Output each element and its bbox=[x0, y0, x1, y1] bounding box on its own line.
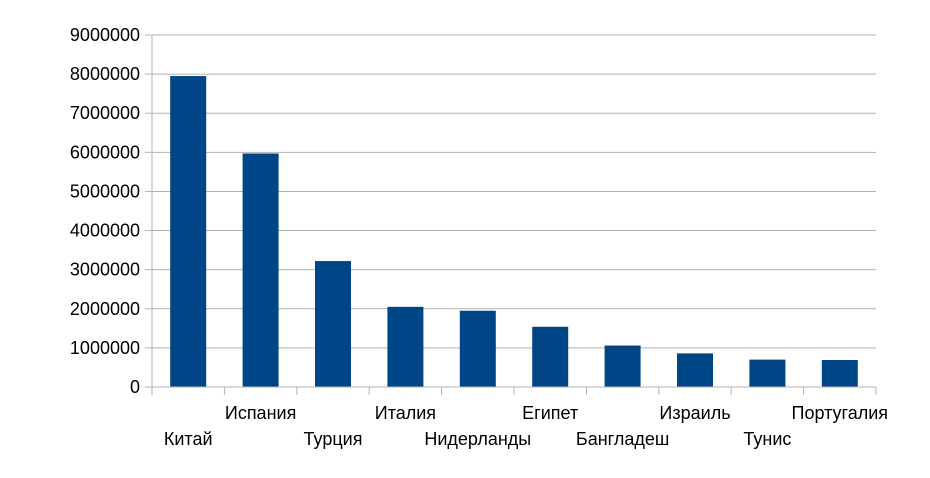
x-tick-label: Бангладеш bbox=[576, 429, 669, 449]
x-tick-label: Тунис bbox=[743, 429, 791, 449]
bar-8 bbox=[749, 359, 786, 387]
bars bbox=[170, 76, 858, 388]
y-tick-label: 0 bbox=[130, 377, 140, 397]
y-tick-label: 5000000 bbox=[70, 181, 140, 201]
bar-3 bbox=[387, 306, 424, 387]
y-tick-label: 3000000 bbox=[70, 260, 140, 280]
x-tick-label: Португалия bbox=[792, 403, 889, 423]
bar-6 bbox=[604, 345, 641, 387]
bar-0 bbox=[170, 76, 207, 388]
x-tick-label: Нидерланды bbox=[424, 429, 531, 449]
x-tick-label: Италия bbox=[375, 403, 436, 423]
y-tick-label: 2000000 bbox=[70, 299, 140, 319]
x-tick-label: Израиль bbox=[659, 403, 730, 423]
bar-7 bbox=[677, 353, 713, 387]
bar-2 bbox=[315, 261, 351, 387]
y-tick-label: 1000000 bbox=[70, 338, 140, 358]
x-tick-label: Китай bbox=[164, 429, 213, 449]
y-tick-label: 9000000 bbox=[70, 25, 140, 45]
y-tick-label: 4000000 bbox=[70, 221, 140, 241]
x-tick-label: Турция bbox=[304, 429, 363, 449]
y-tick-label: 8000000 bbox=[70, 64, 140, 84]
axes bbox=[145, 34, 877, 395]
bar-1 bbox=[242, 153, 279, 387]
y-tick-labels: 0 1000000 2000000 3000000 4000000 5000000 6000… bbox=[70, 25, 140, 397]
x-tick-label: Испания bbox=[225, 403, 296, 423]
bar-9 bbox=[821, 360, 858, 387]
y-tick-label: 7000000 bbox=[70, 103, 140, 123]
bar-5 bbox=[532, 326, 569, 387]
x-tick-label: Египет bbox=[522, 403, 578, 423]
x-tick-labels: Китай Испания Турция Италия Нидерланды Египет… bbox=[164, 403, 888, 449]
y-tick-label: 6000000 bbox=[70, 142, 140, 162]
bar-4 bbox=[459, 310, 496, 387]
